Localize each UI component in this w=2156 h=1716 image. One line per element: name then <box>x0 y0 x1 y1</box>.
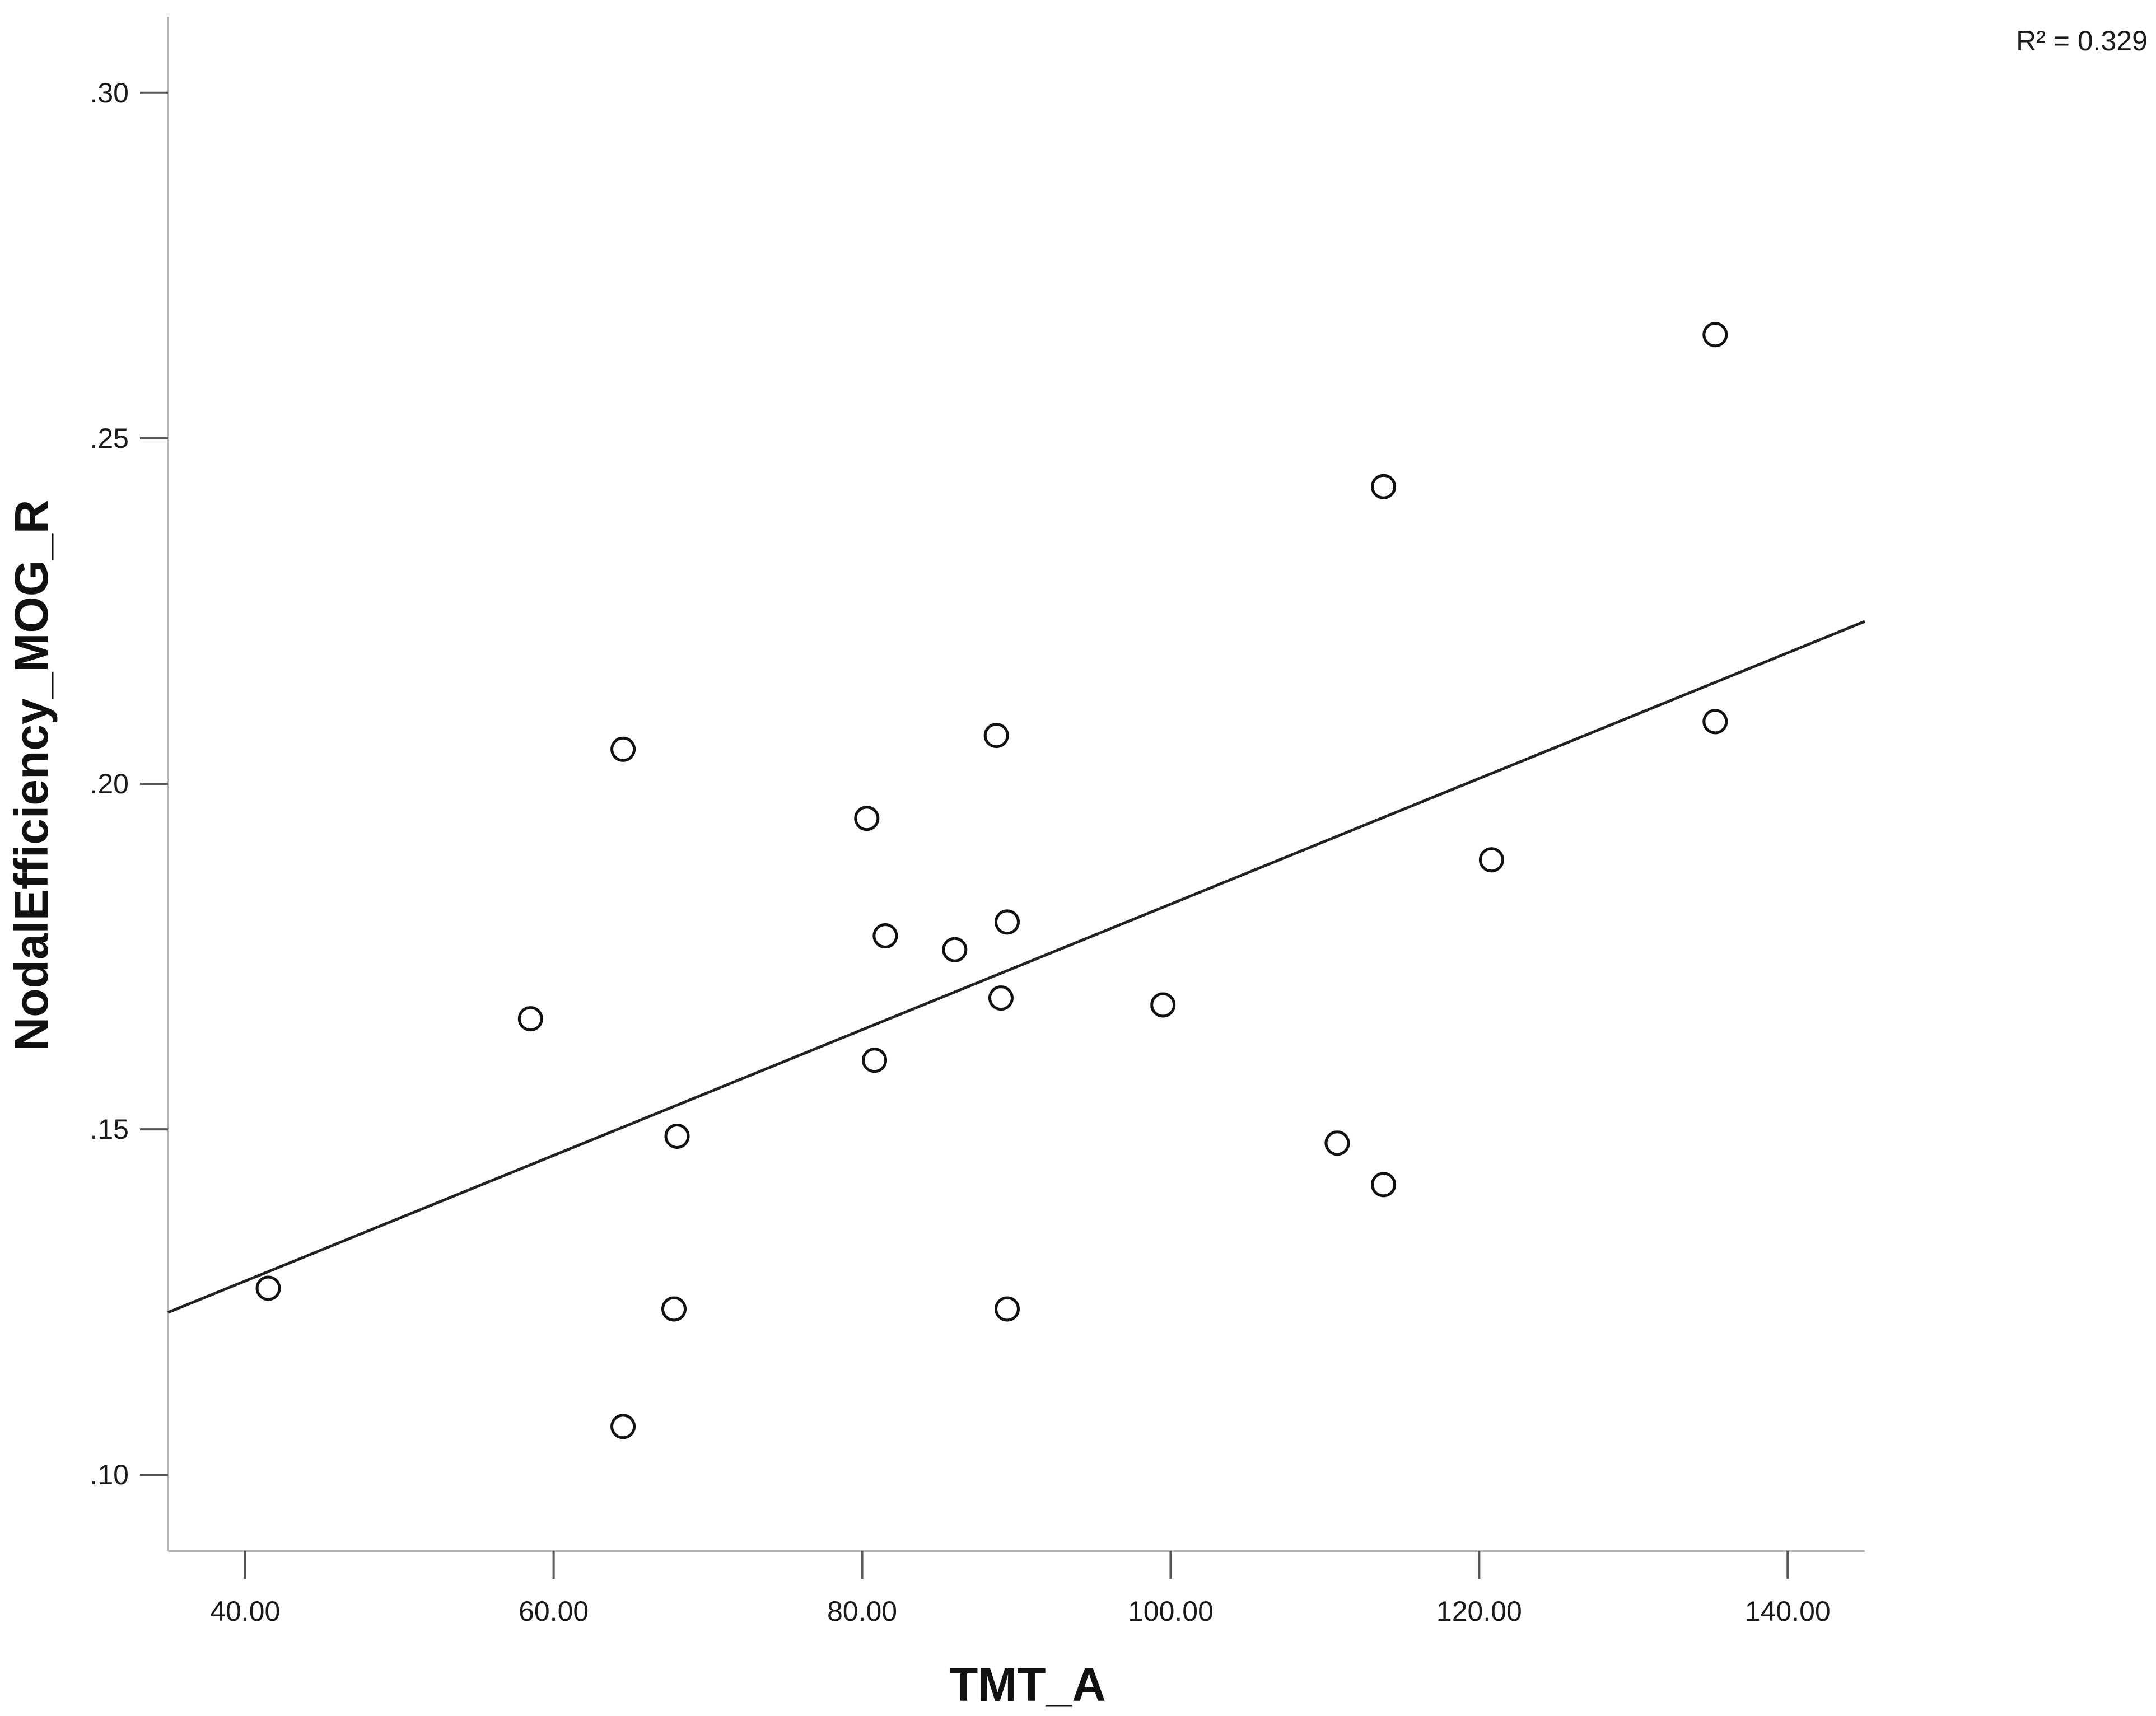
y-tick-label: .15 <box>90 1114 129 1145</box>
data-point <box>942 937 968 962</box>
y-tick-label: .20 <box>90 768 129 799</box>
data-point <box>983 723 1009 749</box>
data-point <box>1371 474 1397 499</box>
data-point <box>872 923 898 949</box>
data-point <box>854 806 880 831</box>
x-tick-label: 40.00 <box>210 1596 280 1627</box>
y-tick-label: .30 <box>90 77 129 109</box>
data-point <box>517 1006 543 1032</box>
x-tick-label: 60.00 <box>519 1596 589 1627</box>
data-point <box>862 1048 888 1073</box>
data-point <box>988 985 1014 1011</box>
x-axis-title: TMT_A <box>949 1658 1106 1711</box>
y-tick-label: .25 <box>90 423 129 454</box>
x-tick-label: 80.00 <box>827 1596 897 1627</box>
x-tick-label: 100.00 <box>1128 1596 1214 1627</box>
data-point <box>1478 847 1504 873</box>
regression-line <box>167 620 1865 1314</box>
data-point <box>1702 709 1728 735</box>
data-point <box>661 1296 687 1322</box>
y-tick-label: .10 <box>90 1459 129 1490</box>
data-point <box>610 1414 636 1439</box>
data-point <box>1702 322 1728 348</box>
plot-area <box>167 17 1865 1552</box>
data-point <box>994 1296 1020 1322</box>
data-point <box>994 909 1020 935</box>
x-tick-label: 140.00 <box>1745 1596 1831 1627</box>
data-points <box>255 322 1728 1439</box>
x-axis: 40.00 60.00 80.00 100.00 120.00 140.00 <box>210 1551 1831 1627</box>
data-point <box>664 1123 690 1149</box>
r-squared-label: R² = 0.329 <box>2016 25 2148 57</box>
data-point <box>1371 1172 1397 1198</box>
data-point <box>610 736 636 762</box>
data-point <box>255 1275 281 1301</box>
y-axis: .10 .15 .20 .25 .30 <box>90 77 168 1490</box>
data-point <box>1324 1130 1350 1156</box>
x-tick-label: 120.00 <box>1436 1596 1522 1627</box>
data-point <box>1150 992 1176 1018</box>
fit-line-group <box>167 620 1865 1314</box>
y-axis-title: NodalEfficiency_MOG_R <box>5 500 58 1051</box>
